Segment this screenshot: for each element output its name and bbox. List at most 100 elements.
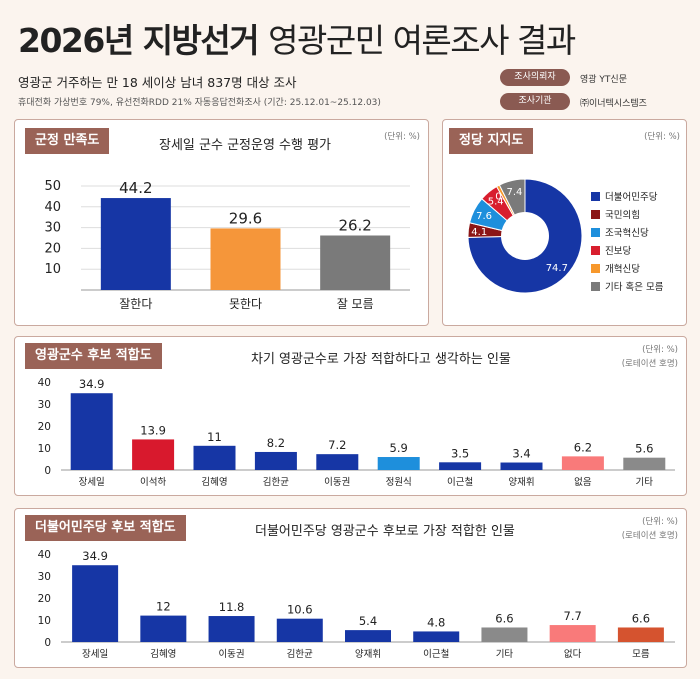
county-bar <box>254 451 297 470</box>
satisfaction-y-tick-label: 30 <box>44 221 61 236</box>
county-bar <box>316 454 359 470</box>
party-slice-label: 7.4 <box>506 187 522 198</box>
democratic-value-label: 12 <box>156 600 171 614</box>
county-y-tick-label: 30 <box>38 399 51 411</box>
county-category-label: 장세일 <box>79 477 105 488</box>
democratic-category-label: 이동권 <box>218 648 244 660</box>
agency-tag: 조사기관 <box>500 93 570 110</box>
county-value-label: 3.5 <box>451 446 469 460</box>
democratic-rotation-note: (로테이션 호명) <box>621 531 678 541</box>
satisfaction-y-tick-label: 10 <box>44 262 61 277</box>
democratic-category-label: 없다 <box>564 648 582 660</box>
democratic-value-label: 7.7 <box>564 609 582 623</box>
county-tag: 영광군수 후보 적합도 <box>25 343 162 369</box>
party-tag: 정당 지지도 <box>449 128 534 154</box>
satisfaction-y-tick-label: 40 <box>44 200 61 215</box>
county-bar <box>377 457 420 470</box>
party-legend-swatch <box>591 264 600 273</box>
democratic-y-tick-label: 0 <box>44 637 51 649</box>
satisfaction-bar <box>100 198 171 290</box>
county-title: 차기 영광군수로 가장 적합하다고 생각하는 인물 <box>251 352 511 367</box>
page-title-light: 영광군민 여론조사 결과 <box>268 21 576 60</box>
requester-tag: 조사의뢰자 <box>500 69 570 86</box>
democratic-value-label: 5.4 <box>359 614 377 628</box>
democratic-value-label: 4.8 <box>427 615 445 629</box>
county-category-label: 이동권 <box>324 476 350 488</box>
satisfaction-value-label: 29.6 <box>229 209 262 227</box>
party-legend-label: 진보당 <box>605 246 632 257</box>
party-donut-hole <box>501 212 549 260</box>
democratic-value-label: 6.6 <box>495 611 513 625</box>
satisfaction-y-tick-label: 20 <box>44 241 61 256</box>
democratic-bar <box>617 627 664 642</box>
party-slice-label: 0.9 <box>495 191 511 202</box>
democratic-category-label: 장세일 <box>82 649 108 660</box>
county-bar <box>70 393 113 470</box>
county-value-label: 11 <box>207 430 222 444</box>
democratic-value-label: 11.8 <box>219 600 245 614</box>
party-slice-label: 4.1 <box>471 227 487 238</box>
county-category-label: 김혜영 <box>201 476 227 488</box>
county-value-label: 7.2 <box>328 438 346 452</box>
county-category-label: 김한균 <box>263 476 289 488</box>
county-value-label: 5.6 <box>635 442 653 456</box>
democratic-value-label: 6.6 <box>632 611 650 625</box>
county-category-label: 정원식 <box>386 477 412 488</box>
democratic-bar <box>72 565 119 642</box>
democratic-unit: (단위: %) <box>642 517 678 527</box>
democratic-bar <box>345 630 391 642</box>
party-slice <box>467 178 583 294</box>
party-donut-chart: 74.7 4.1 7.6 5.40.97.4 <box>467 178 583 294</box>
democratic-y-tick-label: 10 <box>38 615 51 627</box>
party-legend-label: 조국혁신당 <box>605 228 649 239</box>
party-legend-item: 진보당 <box>591 243 631 257</box>
democratic-bar <box>140 615 187 642</box>
satisfaction-category-label: 잘한다 <box>119 297 152 311</box>
county-category-label: 없음 <box>574 476 592 488</box>
agency-value: ㈜이너텍시스템즈 <box>580 99 647 109</box>
party-legend-item: 국민의힘 <box>591 207 640 221</box>
party-legend-label: 국민의힘 <box>605 210 640 221</box>
requester-value: 영광 YT신문 <box>580 75 627 85</box>
satisfaction-panel: 군정 만족도 장세일 군수 군정운영 수행 평가 (단위: %) 10 20 30 4… <box>14 119 429 326</box>
county-value-label: 34.9 <box>79 377 105 391</box>
satisfaction-value-label: 26.2 <box>338 217 371 235</box>
county-bar <box>561 456 604 470</box>
party-slice-label: 5.4 <box>488 197 504 208</box>
democratic-category-label: 김한균 <box>287 648 313 660</box>
county-y-tick-label: 10 <box>38 443 51 455</box>
survey-subtitle: 영광군 거주하는 만 18 세이상 남녀 837명 대상 조사 <box>18 75 297 90</box>
democratic-category-label: 모름 <box>632 649 650 660</box>
party-legend-swatch <box>591 282 600 291</box>
county-value-label: 3.4 <box>512 447 530 461</box>
democratic-bar <box>549 625 596 642</box>
satisfaction-category-label: 못한다 <box>229 297 262 311</box>
satisfaction-tag: 군정 만족도 <box>25 128 110 154</box>
county-value-label: 6.2 <box>574 440 592 454</box>
party-legend-swatch <box>591 246 600 255</box>
party-legend-label: 더불어민주당 <box>605 192 658 203</box>
county-bar <box>623 457 666 470</box>
county-bar <box>193 445 236 470</box>
party-legend-label: 개혁신당 <box>605 264 640 275</box>
party-legend-item: 기타 혹은 모름 <box>591 279 663 293</box>
party-legend-label: 기타 혹은 모름 <box>605 282 664 293</box>
democratic-bar <box>413 631 460 642</box>
satisfaction-unit: (단위: %) <box>384 132 420 142</box>
county-y-tick-label: 40 <box>38 377 51 389</box>
democratic-panel: 더불어민주당 후보 적합도 더불어민주당 영광군수 후보로 가장 적합한 인물 … <box>14 508 687 668</box>
democratic-category-label: 기타 <box>496 649 514 660</box>
satisfaction-value-label: 44.2 <box>119 179 152 197</box>
democratic-chart: 0 10 20 30 40 34.9 장세일 12 김혜영 11.8 이동권 10.6 김한균 5.4 양재… <box>38 549 675 660</box>
party-panel: 정당 지지도 (단위: %) 74.7 4.1 7.6 5.4 0.9 7.4 더불어민주… <box>442 119 687 326</box>
county-unit: (단위: %) <box>642 345 678 355</box>
party-unit: (단위: %) <box>644 132 680 142</box>
county-chart: 0 10 20 30 40 34.9 장세일 13.9 이석하 11 김혜영 8.2 김한균 7.2 이동권… <box>38 377 675 488</box>
county-value-label: 5.9 <box>390 441 408 455</box>
county-bar <box>500 462 543 470</box>
party-slice-label: 74.7 <box>546 263 568 274</box>
democratic-y-tick-label: 40 <box>38 549 51 561</box>
democratic-bar <box>276 618 323 642</box>
county-value-label: 8.2 <box>267 436 285 450</box>
